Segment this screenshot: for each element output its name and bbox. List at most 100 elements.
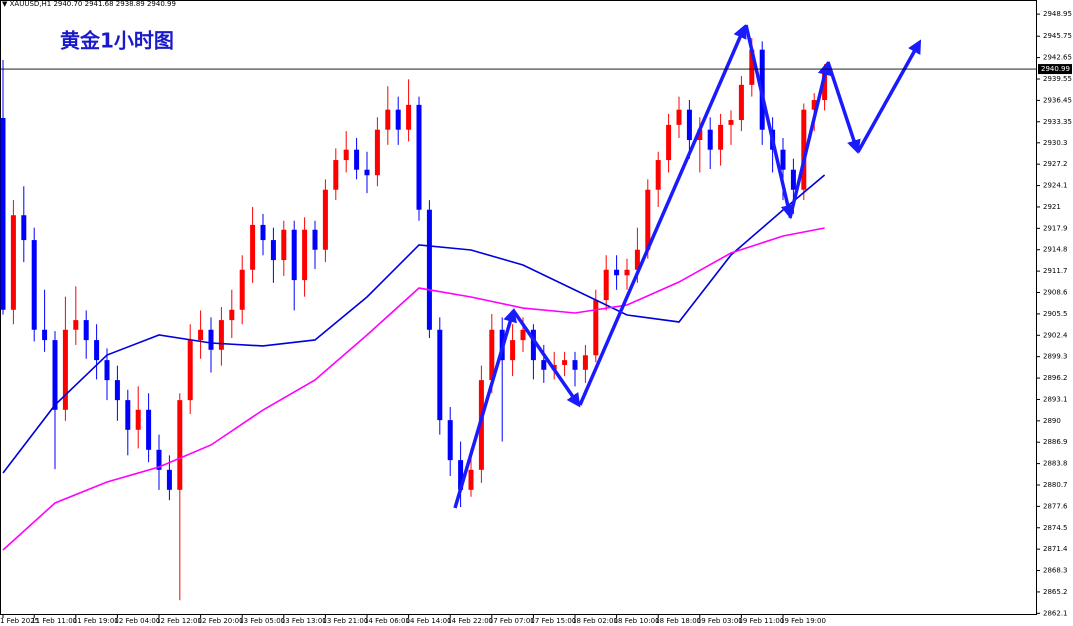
moving-average <box>2 227 825 551</box>
y-tick-label: 2942.65 <box>1043 54 1072 62</box>
y-tick-label: 2865.2 <box>1043 588 1068 596</box>
candle-body <box>624 269 630 276</box>
x-tick-label: 18 Feb 10:00 <box>614 617 660 625</box>
candle-body <box>260 224 266 241</box>
y-tick-label: 2936.45 <box>1043 96 1072 104</box>
candle-body <box>437 329 443 421</box>
candle-body <box>198 329 204 341</box>
x-tick-label: 18 Feb 02:00 <box>572 617 618 625</box>
y-tick-label: 2905.5 <box>1043 310 1068 318</box>
candle-body <box>114 380 120 401</box>
candle-body <box>790 169 796 190</box>
candle-body <box>125 400 131 430</box>
candle-body <box>62 329 68 410</box>
y-tick-label: 2927.2 <box>1043 160 1068 168</box>
candle-body <box>177 400 183 490</box>
candle-body <box>229 309 235 321</box>
y-tick-label: 2933.35 <box>1043 118 1072 126</box>
candle-body <box>603 269 609 301</box>
candle-body <box>354 149 360 170</box>
x-tick-label: 13 Feb 05:00 <box>239 617 285 625</box>
candle-body <box>447 420 453 461</box>
arrow <box>578 24 747 406</box>
x-tick-label: 13 Feb 13:00 <box>281 617 327 625</box>
y-tick-label: 2939.55 <box>1043 75 1072 83</box>
candle-body <box>811 100 817 110</box>
candle-body <box>322 189 328 250</box>
y-tick-label: 2877.6 <box>1043 502 1068 510</box>
candle-body <box>73 320 79 330</box>
candle-body <box>52 340 58 410</box>
y-tick-label: 2921 <box>1043 203 1061 211</box>
candle-body <box>364 169 370 176</box>
candle-body <box>666 124 672 161</box>
candle-body <box>104 360 110 381</box>
y-tick-label: 2914.8 <box>1043 246 1068 254</box>
candle-body <box>83 320 89 341</box>
candle-body <box>489 329 495 381</box>
candle-body <box>374 129 380 176</box>
arrow <box>744 24 795 220</box>
x-tick-label: 11 Feb 19:00 <box>73 617 119 625</box>
y-tick-label: 2862.1 <box>1043 609 1068 617</box>
y-tick-label: 2868.3 <box>1043 567 1068 575</box>
candle-body <box>697 129 703 141</box>
candle-body <box>218 320 224 350</box>
x-tick-label: 1 Feb 2025 <box>0 617 39 625</box>
candle-body <box>250 224 256 270</box>
candle-body <box>468 469 474 490</box>
candle-body <box>728 120 734 125</box>
candle-body <box>634 249 640 270</box>
y-tick-label: 2883.8 <box>1043 460 1068 468</box>
candle-body <box>31 240 37 330</box>
candle-body <box>426 209 432 330</box>
candle-body <box>478 380 484 470</box>
candle-body <box>146 409 152 450</box>
candle-body <box>738 84 744 121</box>
arrow <box>856 39 922 153</box>
marks <box>0 37 828 601</box>
candle-body <box>395 109 401 130</box>
x-tick-label: 19 Feb 19:00 <box>780 617 826 625</box>
candle-body <box>655 160 661 190</box>
y-tick-label: 2924.1 <box>1043 182 1068 190</box>
candle-body <box>520 329 526 341</box>
candle-body <box>530 329 536 361</box>
x-tick-label: 14 Feb 22:00 <box>447 617 493 625</box>
candle-body <box>406 104 412 130</box>
y-tick-label: 2917.9 <box>1043 224 1068 232</box>
y-tick-label: 2871.4 <box>1043 545 1068 553</box>
candle-body <box>10 215 16 310</box>
arrow <box>453 307 517 509</box>
candle-body <box>614 269 620 276</box>
x-tick-label: 19 Feb 11:00 <box>738 617 784 625</box>
arrow <box>511 309 581 408</box>
arrow <box>788 60 832 219</box>
current-price-box <box>1038 64 1072 75</box>
candle-body <box>270 240 276 261</box>
y-tick-label: 2890 <box>1043 417 1061 425</box>
y-tick-label: 2908.6 <box>1043 289 1068 297</box>
candle-body <box>156 449 162 470</box>
annotation-arrows <box>453 24 922 509</box>
candle-body <box>239 269 245 310</box>
candle-body <box>208 329 214 350</box>
candle-body <box>42 329 48 341</box>
candle-body <box>562 360 568 365</box>
candle-body <box>676 109 682 125</box>
y-tick-label: 2874.5 <box>1043 524 1068 532</box>
y-tick-label: 2948.95 <box>1043 10 1072 18</box>
y-tick-label: 2886.9 <box>1043 438 1068 446</box>
candle-body <box>593 300 599 356</box>
x-tick-label: 17 Feb 07:00 <box>489 617 535 625</box>
candle-body <box>510 340 516 361</box>
candle-body <box>718 124 724 150</box>
candle-body <box>302 229 308 281</box>
candle-body <box>166 469 172 490</box>
candle-body <box>822 69 828 101</box>
candle-body <box>686 109 692 141</box>
candle-body <box>187 340 193 401</box>
candle-body <box>135 409 141 430</box>
